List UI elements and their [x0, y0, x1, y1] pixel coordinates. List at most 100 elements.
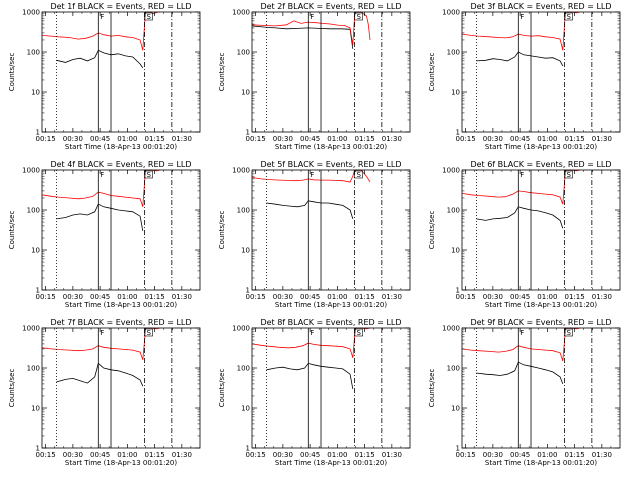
x-tick-label: 01:15 [355, 293, 375, 301]
flag-s-box [354, 170, 363, 179]
series-events-line [266, 362, 354, 389]
x-tick-label: 01:30 [382, 293, 402, 301]
y-tick-label: 1 [36, 445, 40, 453]
y-tick-label: 1 [246, 287, 250, 295]
flag-s-box [354, 328, 363, 337]
x-tick-label: 01:30 [382, 135, 402, 143]
series-events-line [251, 25, 354, 49]
x-tick-label: 01:30 [382, 451, 402, 459]
x-tick-label: 01:00 [537, 135, 557, 143]
x-tick-label: 00:30 [273, 135, 293, 143]
x-axis-label: Start Time (18-Apr-13 00:01:20) [65, 459, 177, 467]
x-axis-label: Start Time (18-Apr-13 00:01:20) [275, 459, 387, 467]
x-tick-label: 00:15 [36, 451, 56, 459]
flag-f-label: F [100, 13, 104, 21]
series-events-line [56, 203, 144, 231]
series-events-line [476, 51, 564, 67]
chart-title: Det 5f BLACK = Events, RED = LLD [260, 160, 401, 169]
x-tick-label: 00:15 [456, 135, 476, 143]
series-events-line [476, 206, 564, 229]
x-tick-label: 00:45 [510, 293, 530, 301]
y-tick-label: 100 [447, 49, 460, 57]
y-axis-label: Counts/sec [218, 211, 226, 250]
x-tick-label: 01:00 [117, 293, 137, 301]
x-tick-label: 01:15 [355, 451, 375, 459]
flag-f-label: F [100, 329, 104, 337]
flag-s-box [144, 170, 153, 179]
series-events-line [56, 49, 144, 69]
series-events-line [266, 200, 354, 220]
flag-f-label: F [520, 329, 524, 337]
y-axis-label: Counts/sec [428, 369, 436, 408]
y-tick-label: 1 [456, 129, 460, 137]
x-tick-label: 01:15 [565, 451, 585, 459]
x-tick-label: 01:15 [145, 135, 165, 143]
x-tick-label: 00:45 [300, 293, 320, 301]
plot-frame [251, 169, 411, 291]
x-axis-label: Start Time (18-Apr-13 00:01:20) [485, 459, 597, 467]
x-axis-label: Start Time (18-Apr-13 00:01:20) [65, 301, 177, 309]
y-axis-label: Counts/sec [8, 211, 16, 250]
x-tick-label: 00:30 [273, 451, 293, 459]
y-tick-label: 10 [451, 247, 460, 255]
x-tick-label: 01:00 [117, 135, 137, 143]
chart-title: Det 3f BLACK = Events, RED = LLD [470, 2, 611, 11]
y-tick-label: 10 [241, 89, 250, 97]
series-events-line [476, 361, 564, 385]
y-tick-label: 1000 [22, 167, 40, 175]
plot-frame [41, 169, 201, 291]
y-tick-label: 1000 [232, 9, 250, 17]
chart-panel-8: Det 8f BLACK = Events, RED = LLD F S 1 10 100… [218, 318, 411, 467]
y-tick-label: 1000 [232, 167, 250, 175]
flag-s-box [564, 170, 573, 179]
x-tick-label: 00:45 [300, 451, 320, 459]
chart-title: Det 9f BLACK = Events, RED = LLD [470, 318, 611, 327]
x-tick-label: 00:45 [510, 135, 530, 143]
flag-s-label: S [147, 171, 152, 179]
x-tick-label: 01:00 [117, 451, 137, 459]
y-tick-label: 1 [36, 129, 40, 137]
flag-s-label: S [567, 13, 572, 21]
chart-title: Det 7f BLACK = Events, RED = LLD [50, 318, 191, 327]
x-tick-label: 00:45 [510, 451, 530, 459]
y-tick-label: 100 [27, 207, 40, 215]
plot-frame [461, 327, 621, 449]
chart-title: Det 8f BLACK = Events, RED = LLD [260, 318, 401, 327]
y-tick-label: 100 [237, 365, 250, 373]
y-axis-label: Counts/sec [428, 53, 436, 92]
flag-s-label: S [357, 13, 362, 21]
x-tick-label: 00:15 [36, 135, 56, 143]
chart-panel-1: Det 1f BLACK = Events, RED = LLD F S 1 10 100… [8, 2, 201, 151]
chart-title: Det 4f BLACK = Events, RED = LLD [50, 160, 191, 169]
plot-frame [461, 169, 621, 291]
y-axis-label: Counts/sec [428, 211, 436, 250]
y-tick-label: 1000 [232, 325, 250, 333]
y-tick-label: 1 [456, 445, 460, 453]
flag-s-box [564, 328, 573, 337]
y-tick-label: 1 [36, 287, 40, 295]
chart-panel-7: Det 7f BLACK = Events, RED = LLD F S 1 10 100… [8, 318, 201, 467]
y-tick-label: 10 [451, 405, 460, 413]
y-tick-label: 100 [27, 49, 40, 57]
series-events-line [56, 362, 144, 387]
x-axis-label: Start Time (18-Apr-13 00:01:20) [65, 143, 177, 151]
y-tick-label: 1000 [22, 325, 40, 333]
x-tick-label: 00:15 [456, 293, 476, 301]
x-tick-label: 01:30 [172, 451, 192, 459]
y-tick-label: 1000 [442, 325, 460, 333]
x-tick-label: 01:15 [145, 293, 165, 301]
flag-f-label: F [520, 13, 524, 21]
flag-f-label: F [310, 171, 314, 179]
flag-f-label: F [100, 171, 104, 179]
x-tick-label: 01:30 [592, 451, 612, 459]
chart-panel-3: Det 3f BLACK = Events, RED = LLD F S 1 10 100… [428, 2, 621, 151]
y-axis-label: Counts/sec [218, 53, 226, 92]
x-tick-label: 00:30 [63, 135, 83, 143]
x-tick-label: 01:15 [145, 451, 165, 459]
x-tick-label: 00:15 [246, 293, 266, 301]
flag-s-label: S [147, 329, 152, 337]
x-axis-label: Start Time (18-Apr-13 00:01:20) [275, 143, 387, 151]
y-axis-label: Counts/sec [218, 369, 226, 408]
plot-frame [251, 11, 411, 133]
